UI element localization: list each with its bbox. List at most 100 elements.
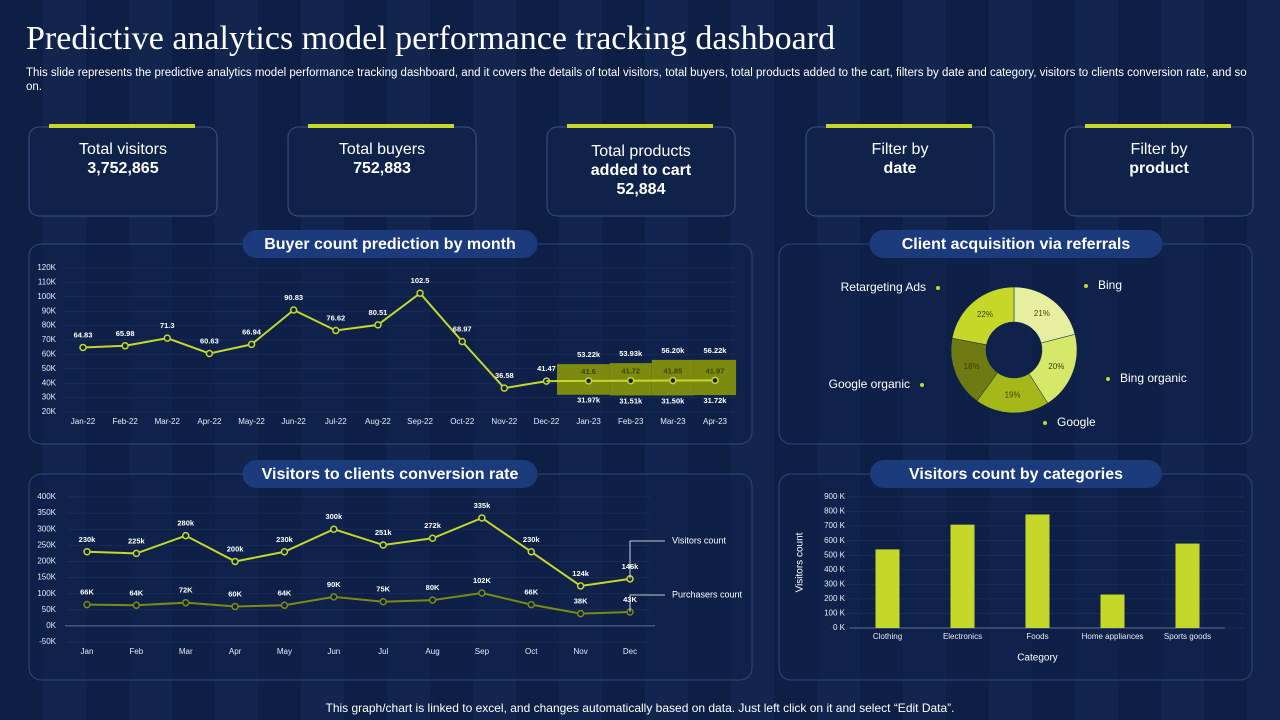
page-title: Predictive analytics model performance t… — [26, 20, 835, 57]
panel-title-bg — [242, 460, 538, 488]
point — [669, 376, 677, 385]
point — [379, 541, 387, 549]
slice-name: Bing organic — [1120, 371, 1187, 385]
kpi-value[interactable]: product — [1129, 160, 1189, 177]
kpi-accent — [567, 124, 713, 128]
slice-name: Retargeting Ads — [841, 280, 926, 294]
point — [584, 377, 593, 385]
kpi-label[interactable]: Filter by — [872, 141, 929, 158]
y-tick-label: 100K — [37, 292, 56, 301]
y-tick-label: 900 K — [824, 492, 846, 501]
x-tick-label: Foods — [1026, 632, 1048, 641]
point — [428, 534, 437, 542]
lower-label: 31.72k — [704, 396, 728, 405]
point — [711, 376, 719, 385]
point — [332, 326, 340, 335]
point — [576, 582, 585, 590]
panel-title: Buyer count prediction by month — [264, 236, 516, 253]
slice-name: Bing — [1098, 278, 1122, 292]
series-line — [86, 592, 631, 615]
x-tick-label: Feb — [129, 647, 143, 656]
kpi-value[interactable]: date — [884, 160, 917, 177]
data-label: 60.63 — [200, 336, 219, 345]
lower-label: 31.97k — [577, 396, 601, 405]
kpi-label: Total visitors — [79, 141, 167, 158]
bar — [950, 524, 975, 628]
y-tick-label: 300K — [37, 524, 56, 533]
kpi-value: 752,883 — [353, 160, 411, 177]
data-label: 335k — [474, 501, 492, 510]
point — [289, 306, 298, 314]
panel-title-bg — [870, 460, 1162, 488]
y-tick-label: -50K — [39, 637, 57, 646]
y-tick-label: 50K — [42, 605, 57, 614]
point — [576, 609, 585, 618]
upper-label: 53.22k — [577, 350, 601, 359]
point — [458, 337, 466, 346]
point — [83, 600, 91, 609]
y-tick-label: 0K — [46, 621, 56, 630]
x-tick-label: Home appliances — [1082, 632, 1144, 641]
panel — [778, 243, 1253, 445]
x-tick-label: Feb-23 — [618, 417, 644, 426]
data-label: 80K — [426, 583, 440, 592]
x-tick-label: Apr-23 — [703, 417, 728, 426]
forecast-band — [557, 364, 610, 395]
point — [181, 598, 190, 607]
y-tick-label: 110K — [38, 278, 57, 287]
y-tick-label: 80K — [42, 321, 57, 330]
data-label: 230k — [523, 535, 541, 544]
x-tick-label: Jan-22 — [71, 417, 96, 426]
point — [231, 602, 239, 611]
data-label: 41.85 — [663, 367, 682, 376]
bar — [1100, 594, 1125, 628]
y-tick-label: 0 K — [833, 623, 846, 632]
x-tick-label: Sep-22 — [407, 417, 433, 426]
point — [205, 349, 214, 358]
y-tick-label: 60K — [42, 350, 57, 359]
data-label: 36.58 — [495, 371, 514, 380]
point — [500, 384, 509, 392]
x-tick-label: Jun — [327, 647, 340, 656]
x-tick-label: Sep — [475, 647, 490, 656]
y-tick-label: 100 K — [824, 609, 846, 618]
y-tick-label: 700 K — [824, 521, 846, 530]
x-tick-label: Clothing — [873, 632, 902, 641]
slice-name: Google organic — [829, 377, 910, 391]
point — [83, 548, 91, 556]
y-tick-label: 200 K — [824, 594, 846, 603]
data-label: 41.6 — [581, 367, 596, 376]
x-tick-label: Feb-22 — [112, 417, 138, 426]
upper-label: 53.93k — [619, 349, 643, 358]
data-label: 90K — [327, 580, 341, 589]
data-label: 102K — [473, 576, 492, 585]
point — [181, 531, 190, 540]
point — [121, 342, 129, 350]
data-label: 66K — [524, 588, 538, 597]
point — [132, 549, 141, 558]
legend-connector — [629, 594, 665, 613]
point — [247, 340, 256, 349]
data-label: 300k — [325, 512, 343, 521]
point — [280, 601, 289, 610]
data-label: 80.51 — [369, 308, 388, 317]
data-label: 90.83 — [284, 293, 303, 302]
upper-label: 56.22k — [704, 346, 728, 355]
data-label: 68.97 — [453, 324, 472, 333]
data-label: 60K — [228, 590, 242, 599]
y-tick-label: 70K — [42, 335, 57, 344]
series-line — [86, 516, 631, 587]
data-label: 65.98 — [116, 329, 135, 338]
point — [527, 548, 536, 556]
kpi-label[interactable]: Filter by — [1131, 141, 1188, 158]
point — [330, 525, 338, 533]
x-tick-label: Apr-22 — [197, 417, 222, 426]
y-tick-label: 150K — [37, 573, 56, 582]
data-label: 124k — [572, 569, 590, 578]
x-tick-label: Electronics — [943, 632, 982, 641]
x-tick-label: May — [277, 647, 292, 656]
data-label: 230k — [276, 535, 294, 544]
label-dot — [920, 383, 924, 387]
panel-title-bg — [242, 230, 538, 258]
bar — [875, 549, 900, 628]
